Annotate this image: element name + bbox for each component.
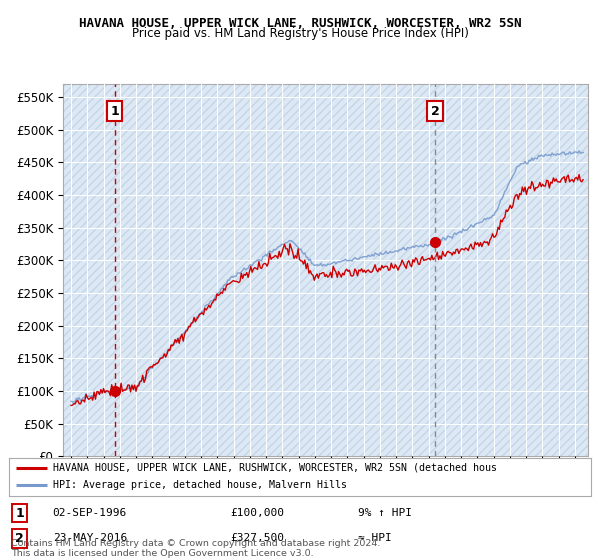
Text: HPI: Average price, detached house, Malvern Hills: HPI: Average price, detached house, Malv… [53, 480, 347, 491]
Text: HAVANA HOUSE, UPPER WICK LANE, RUSHWICK, WORCESTER, WR2 5SN: HAVANA HOUSE, UPPER WICK LANE, RUSHWICK,… [79, 17, 521, 30]
Text: 02-SEP-1996: 02-SEP-1996 [53, 508, 127, 518]
Text: £100,000: £100,000 [230, 508, 284, 518]
Text: 1: 1 [110, 105, 119, 118]
Text: £327,500: £327,500 [230, 534, 284, 543]
Text: 2: 2 [431, 105, 439, 118]
Text: ≈ HPI: ≈ HPI [358, 534, 392, 543]
Text: 23-MAY-2016: 23-MAY-2016 [53, 534, 127, 543]
Text: 9% ↑ HPI: 9% ↑ HPI [358, 508, 412, 518]
Text: 2: 2 [15, 532, 24, 545]
Text: Price paid vs. HM Land Registry's House Price Index (HPI): Price paid vs. HM Land Registry's House … [131, 27, 469, 40]
Text: 1: 1 [15, 507, 24, 520]
Text: HAVANA HOUSE, UPPER WICK LANE, RUSHWICK, WORCESTER, WR2 5SN (detached hous: HAVANA HOUSE, UPPER WICK LANE, RUSHWICK,… [53, 463, 497, 473]
Text: Contains HM Land Registry data © Crown copyright and database right 2024.
This d: Contains HM Land Registry data © Crown c… [11, 539, 380, 558]
